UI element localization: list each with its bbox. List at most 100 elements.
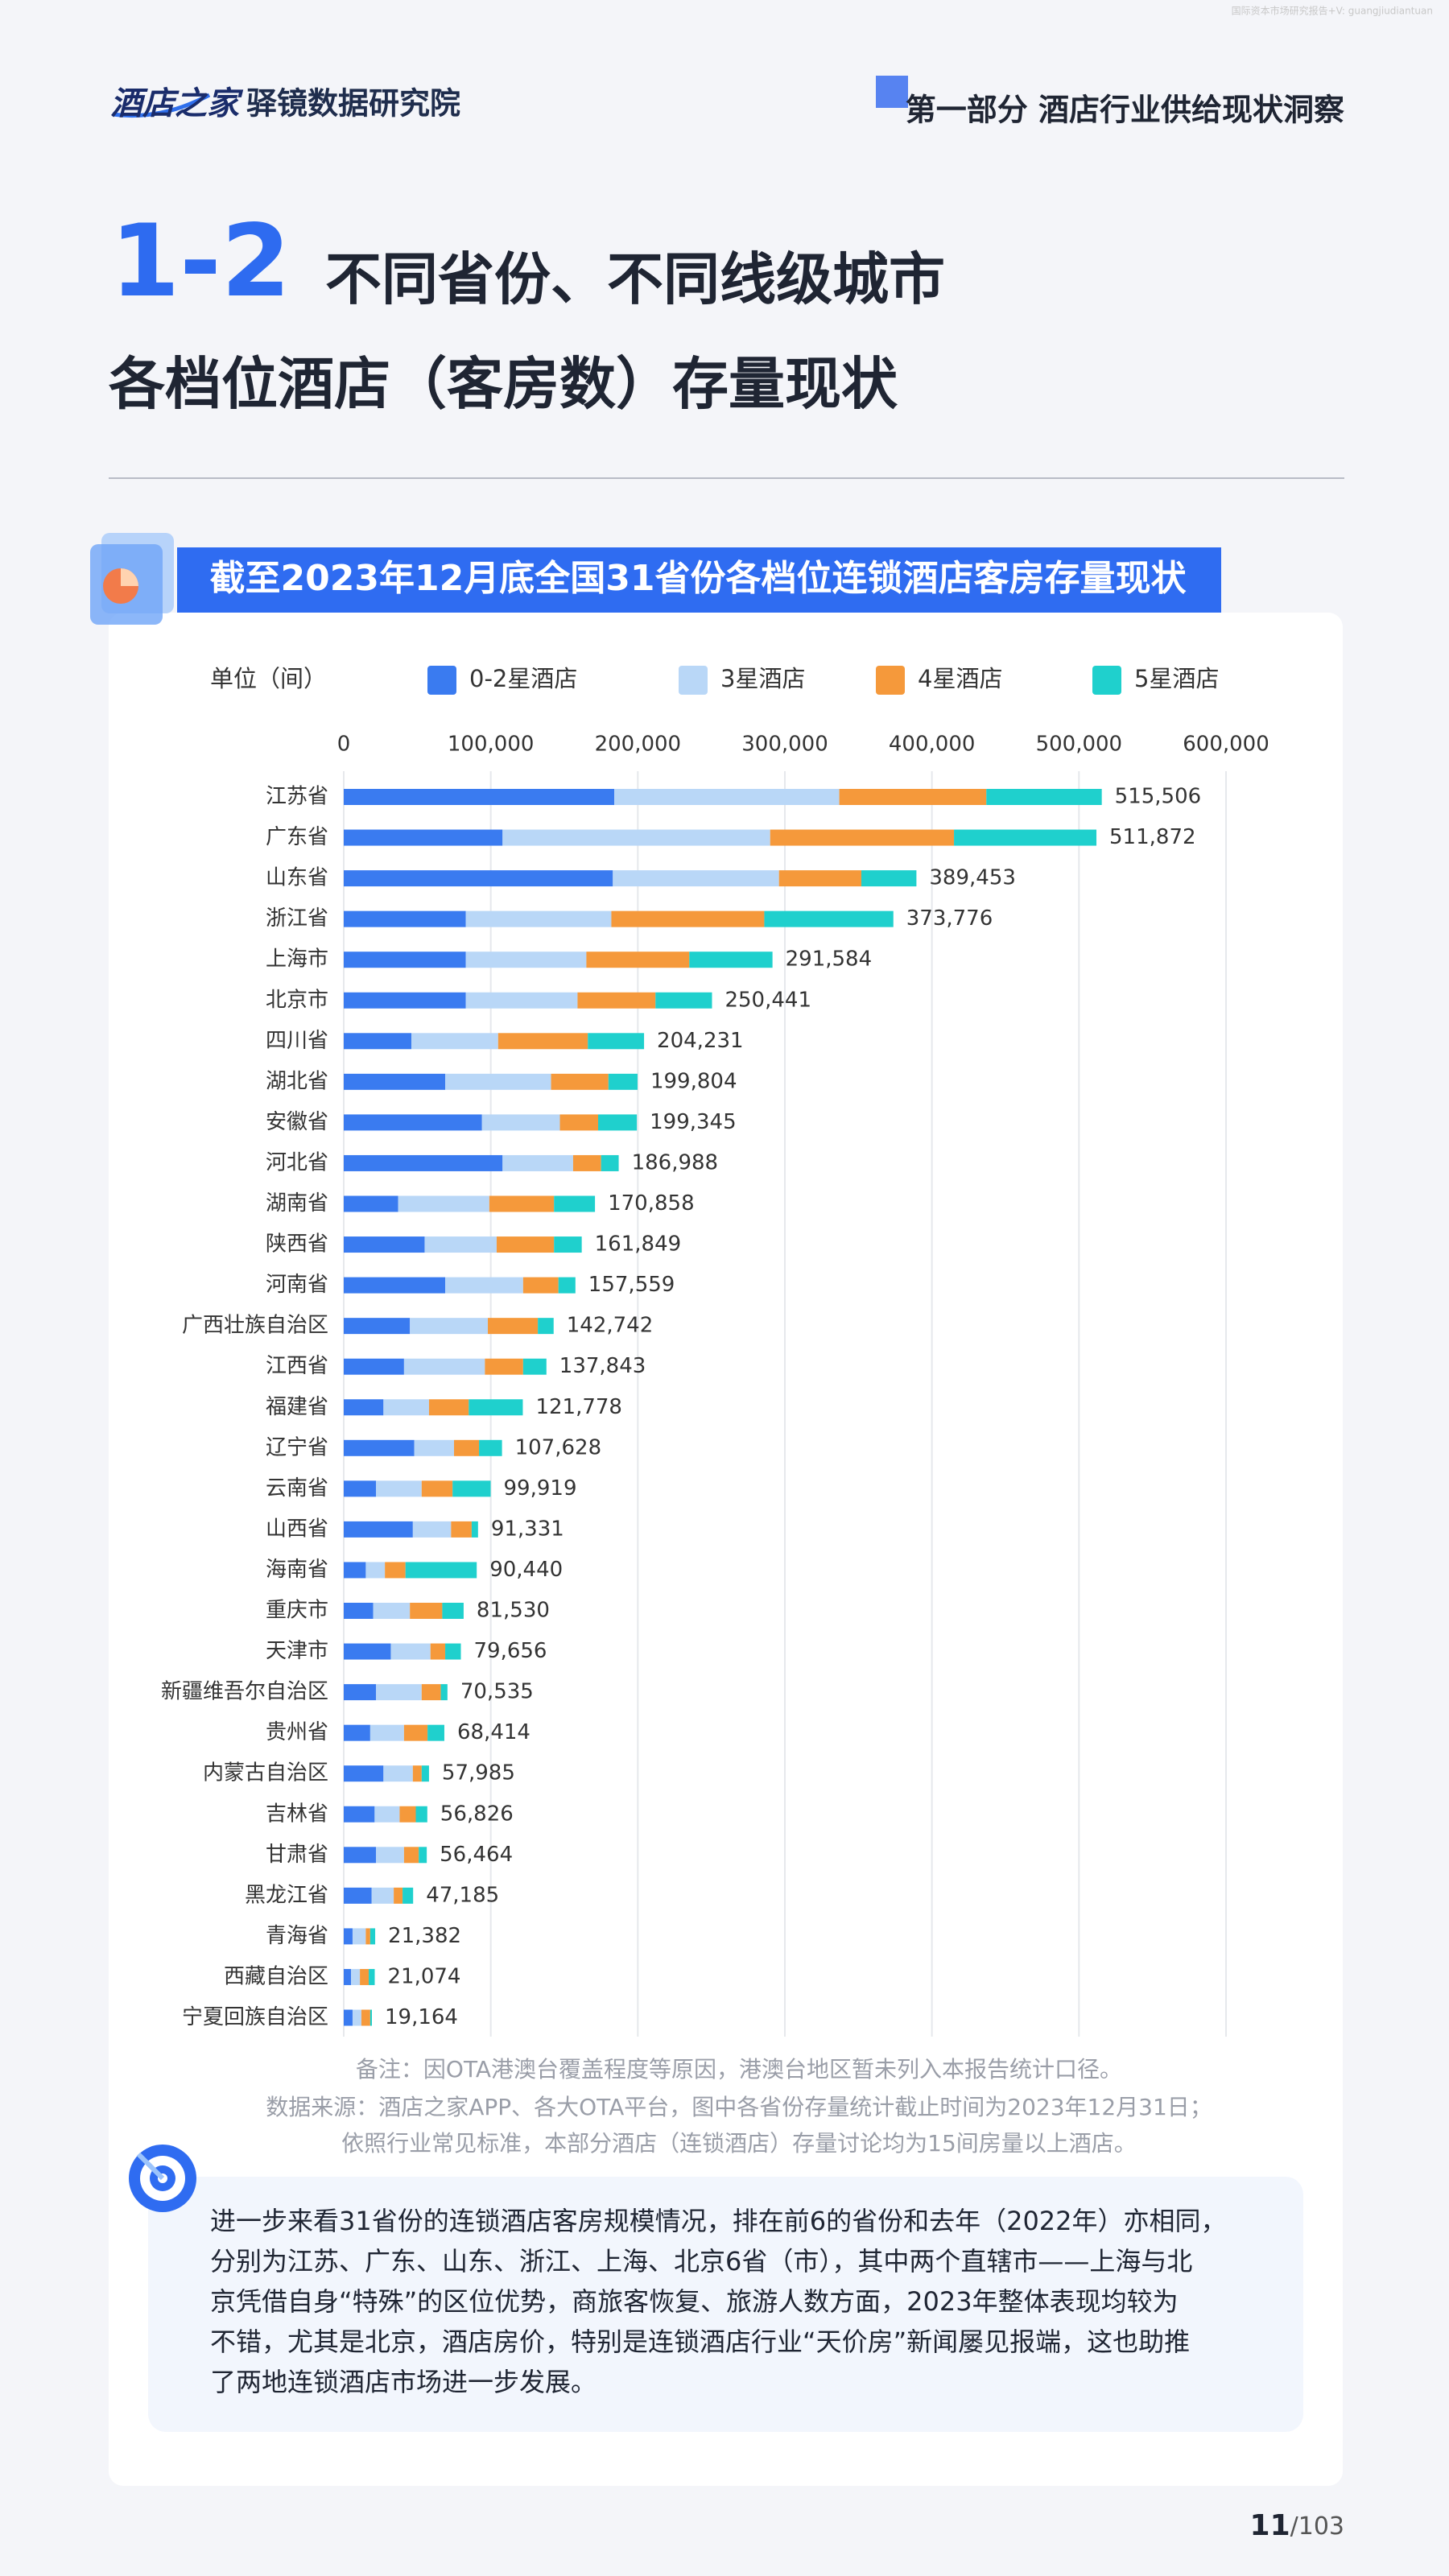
bar-segment — [497, 1033, 588, 1050]
total-label: 250,441 — [724, 988, 811, 1012]
total-label: 21,074 — [387, 1964, 460, 1988]
bar-segment — [344, 910, 466, 927]
total-label: 21,382 — [388, 1924, 461, 1948]
bar-segment — [421, 1480, 453, 1497]
y-tick-label: 上海市 — [266, 947, 328, 972]
page-current: 11 — [1250, 2509, 1290, 2542]
total-label: 68,414 — [457, 1720, 530, 1744]
total-label: 142,742 — [567, 1314, 654, 1338]
bar-segment — [586, 952, 690, 968]
bar-segment — [344, 2009, 353, 2026]
bar-segment — [655, 992, 712, 1009]
bar-segment — [465, 992, 578, 1009]
bar-segment — [344, 1847, 377, 1864]
bar-segment — [559, 1114, 599, 1131]
bar-segment — [399, 1806, 416, 1823]
note: 备注：因OTA港澳台覆盖程度等原因，港澳台地区暂未列入本报告统计口径。 — [356, 2056, 1122, 2083]
y-tick-label: 黑龙江省 — [245, 1883, 328, 1907]
total-label: 199,345 — [650, 1110, 737, 1134]
bar-segment — [538, 1318, 554, 1335]
logo-sub: 驿镜数据研究院 — [246, 86, 460, 122]
bar-segment — [551, 1073, 609, 1090]
bar-segment — [861, 870, 917, 887]
bar-segment — [352, 2009, 361, 2026]
bar-segment — [410, 1603, 443, 1619]
legend-swatch — [876, 666, 905, 695]
bar-segment — [344, 1643, 391, 1660]
bar-segment — [452, 1480, 491, 1497]
paragraph-line: 了两地连锁酒店市场进一步发展。 — [210, 2367, 597, 2397]
bar-segment — [344, 1724, 370, 1741]
chart-title: 截至2023年12月底全国31省份各档位连锁酒店客房存量现状 — [210, 558, 1187, 599]
y-tick-label: 江西省 — [266, 1354, 328, 1378]
bar-segment — [365, 1562, 386, 1579]
bar-segment — [419, 1847, 427, 1864]
bar-segment — [611, 910, 765, 927]
total-label: 389,453 — [929, 866, 1016, 890]
banner-icon — [90, 533, 174, 625]
y-tick-label: 贵州省 — [266, 1720, 328, 1744]
bar-segment — [588, 1033, 645, 1050]
bar-segment — [554, 1195, 596, 1212]
bar-segment — [344, 1154, 503, 1171]
watermark: 国际资本市场研究报告+V: guangjiudiantuan — [1232, 5, 1433, 17]
bar-segment — [344, 1806, 375, 1823]
bar-segment — [558, 1277, 576, 1294]
x-tick-label: 200,000 — [595, 733, 682, 757]
bar-segment — [445, 1073, 551, 1090]
bar-segment — [376, 1847, 404, 1864]
bar-segment — [522, 1277, 559, 1294]
bar-segment — [414, 1439, 454, 1456]
bar-segment — [778, 870, 861, 887]
total-label: 161,849 — [595, 1232, 682, 1257]
bar-segment — [403, 1724, 428, 1741]
bar-segment — [577, 992, 656, 1009]
bar-segment — [344, 1277, 446, 1294]
bar-segment — [390, 1643, 431, 1660]
bar-segment — [465, 910, 612, 927]
total-label: 79,656 — [474, 1639, 547, 1663]
bar-segment — [954, 829, 1097, 846]
y-tick-label: 西藏自治区 — [224, 1964, 328, 1988]
bar-segment — [427, 1724, 444, 1741]
y-tick-label: 河南省 — [266, 1273, 328, 1297]
bar-segment — [344, 1684, 377, 1701]
bar-segment — [383, 1765, 413, 1782]
bar-segment — [424, 1236, 497, 1253]
bar-segment — [344, 1033, 412, 1050]
total-label: 373,776 — [906, 906, 993, 931]
total-label: 99,919 — [504, 1476, 577, 1501]
bar-segment — [344, 1887, 372, 1904]
bar-segment — [489, 1195, 555, 1212]
bar-segment — [412, 1765, 422, 1782]
total-label: 511,872 — [1109, 825, 1196, 849]
y-tick-label: 湖南省 — [266, 1191, 328, 1216]
bar-segment — [430, 1643, 446, 1660]
bar-segment — [608, 1073, 638, 1090]
x-tick-label: 0 — [337, 733, 351, 757]
bar-segment — [440, 1684, 448, 1701]
bar-segment — [344, 1928, 353, 1945]
chart-banner — [177, 547, 1221, 613]
bar-segment — [403, 1847, 419, 1864]
total-label: 56,826 — [440, 1802, 514, 1826]
bar-segment — [402, 1887, 414, 1904]
y-tick-label: 北京市 — [266, 988, 328, 1012]
y-tick-label: 陕西省 — [266, 1232, 328, 1257]
bar-segment — [373, 1603, 411, 1619]
page-number: 11/103 — [1250, 2509, 1344, 2542]
bar-segment — [344, 1114, 482, 1131]
bar-segment — [344, 1521, 413, 1538]
bar-segment — [764, 910, 894, 927]
total-label: 47,185 — [426, 1883, 499, 1907]
y-tick-label: 福建省 — [266, 1395, 328, 1419]
bar-segment — [351, 1968, 361, 1985]
total-label: 107,628 — [515, 1435, 602, 1459]
total-label: 91,331 — [491, 1517, 564, 1541]
y-tick-label: 河北省 — [266, 1150, 328, 1174]
total-label: 90,440 — [489, 1558, 563, 1582]
x-tick-label: 100,000 — [448, 733, 535, 757]
bar-segment — [415, 1806, 427, 1823]
